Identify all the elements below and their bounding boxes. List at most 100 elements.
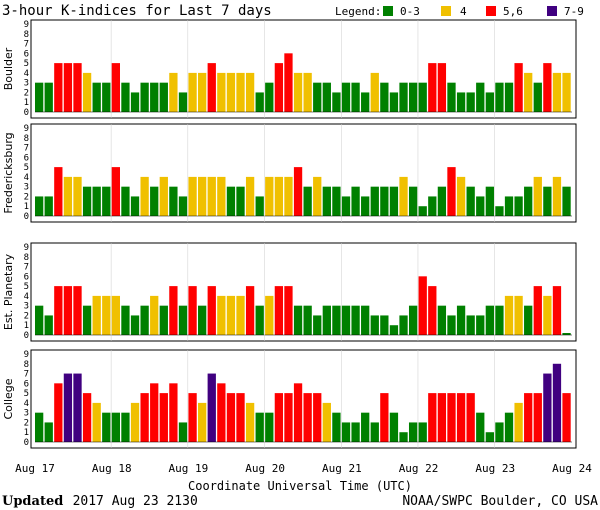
bar xyxy=(226,72,236,112)
bar xyxy=(284,286,293,335)
bar xyxy=(188,393,197,442)
panel-frame xyxy=(30,19,577,119)
footer-credit: NOAA/SWPC Boulder, CO USA xyxy=(402,494,598,509)
bar xyxy=(456,92,466,112)
y-tick-label: 1 xyxy=(24,428,29,438)
bar xyxy=(35,412,44,442)
bar xyxy=(255,196,264,216)
y-tick-label: 3 xyxy=(24,409,29,419)
panel-label: College xyxy=(2,378,15,419)
chart-title: 3-hour K-indices for Last 7 days xyxy=(2,3,272,19)
bar xyxy=(169,72,178,112)
bar xyxy=(447,315,456,335)
bar xyxy=(63,176,73,216)
bar xyxy=(169,383,178,442)
updated-label: Updated xyxy=(2,494,63,509)
bar xyxy=(159,393,168,442)
bar xyxy=(140,82,149,112)
bar xyxy=(121,305,130,335)
bar xyxy=(169,286,178,335)
x-tick-label: Aug 17 xyxy=(15,462,55,475)
legend-swatch-1 xyxy=(441,6,451,16)
footer-updated: Updated 2017 Aug 23 2130 xyxy=(2,493,198,509)
bar xyxy=(159,82,168,112)
bar xyxy=(150,82,159,112)
bar xyxy=(313,176,322,216)
bar xyxy=(370,72,379,112)
bar xyxy=(447,167,456,216)
y-tick-label: 7 xyxy=(24,263,29,273)
y-tick-label: 0 xyxy=(24,438,29,448)
bar xyxy=(322,305,331,335)
legend-swatch-0 xyxy=(383,6,393,16)
bar xyxy=(236,186,245,216)
panel-label: Fredericksburg xyxy=(2,132,15,213)
bar xyxy=(82,186,92,216)
legend-text-2: 5,6 xyxy=(503,5,523,18)
x-tick-label: Aug 20 xyxy=(245,462,285,475)
bar xyxy=(245,72,255,112)
bar xyxy=(370,186,379,216)
y-tick-label: 5 xyxy=(24,163,29,173)
y-tick-label: 6 xyxy=(24,153,29,163)
y-tick-label: 6 xyxy=(24,379,29,389)
y-tick-label: 4 xyxy=(24,399,29,409)
legend-text-3: 7-9 xyxy=(564,5,584,18)
y-tick-label: 1 xyxy=(24,98,29,108)
bar xyxy=(92,402,101,442)
y-tick-label: 9 xyxy=(24,20,29,30)
bar xyxy=(495,206,504,216)
x-tick-labels: Aug 17 Aug 18 Aug 19 Aug 20 Aug 21 Aug 22 Aug … xyxy=(15,462,592,475)
bar xyxy=(207,176,216,216)
bar xyxy=(54,286,63,335)
bar xyxy=(188,176,197,216)
bar xyxy=(178,422,188,442)
y-tick-label: 8 xyxy=(24,360,29,370)
bar xyxy=(456,393,466,442)
bar xyxy=(217,72,226,112)
bar xyxy=(322,82,331,112)
bar xyxy=(418,276,427,335)
y-tick-label: 3 xyxy=(24,302,29,312)
y-tick-label: 0 xyxy=(24,212,29,222)
bar xyxy=(111,167,120,216)
bar xyxy=(44,422,53,442)
bar xyxy=(351,422,360,442)
bar xyxy=(121,186,130,216)
bar xyxy=(255,412,264,442)
bar xyxy=(428,196,437,216)
bar xyxy=(447,82,456,112)
x-tick-label: Aug 19 xyxy=(169,462,209,475)
bar xyxy=(265,295,274,335)
bar xyxy=(428,63,437,112)
bar xyxy=(399,82,408,112)
bar xyxy=(332,92,341,112)
bar xyxy=(63,63,73,112)
bar xyxy=(217,176,226,216)
bar xyxy=(399,176,408,216)
bar xyxy=(236,295,245,335)
bar xyxy=(63,286,73,335)
bar xyxy=(476,315,485,335)
bar xyxy=(54,167,63,216)
bar xyxy=(102,295,111,335)
bar xyxy=(351,82,360,112)
bar xyxy=(207,373,216,442)
bar xyxy=(92,295,101,335)
bar xyxy=(408,305,418,335)
bar xyxy=(504,82,514,112)
bar xyxy=(332,186,341,216)
bar xyxy=(562,333,571,335)
bar xyxy=(198,176,207,216)
bar xyxy=(552,72,562,112)
bar xyxy=(284,393,293,442)
bar xyxy=(111,295,120,335)
bar xyxy=(303,305,312,335)
bar xyxy=(44,315,53,335)
bar xyxy=(504,295,514,335)
bar xyxy=(361,412,370,442)
legend-text-0: 0-3 xyxy=(400,5,420,18)
